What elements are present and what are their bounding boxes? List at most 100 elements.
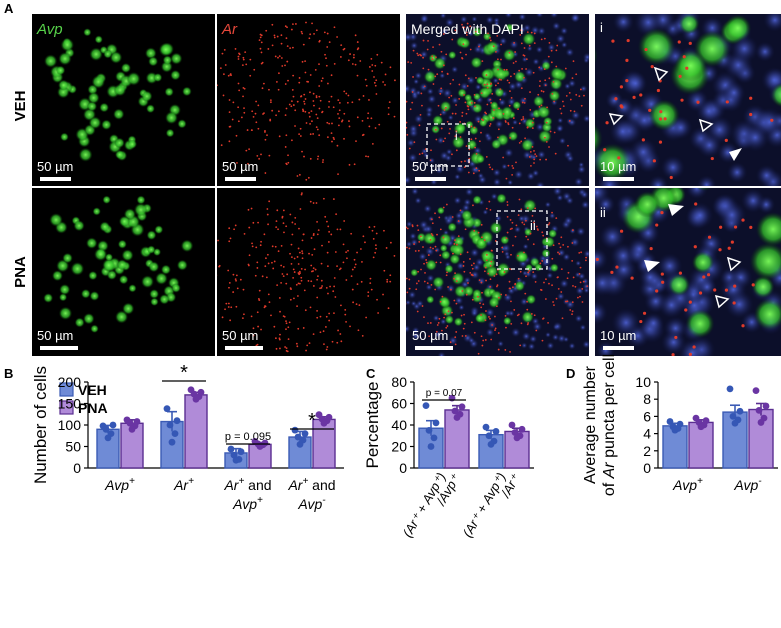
ar-puncta	[423, 262, 425, 265]
dapi-nucleus	[407, 290, 417, 300]
dapi-nucleus	[493, 20, 500, 27]
data-point	[432, 419, 440, 427]
ar-puncta	[554, 152, 557, 155]
avp-cell	[164, 87, 174, 97]
ar-puncta	[285, 322, 288, 325]
avp-cell	[634, 191, 661, 218]
ar-puncta	[384, 84, 386, 86]
ar-puncta	[455, 280, 458, 282]
ar-puncta	[429, 238, 432, 241]
ar-puncta	[441, 295, 444, 298]
ar-puncta	[290, 105, 293, 108]
avp-cell	[525, 294, 537, 305]
ar-puncta	[350, 275, 353, 277]
avp-cell	[470, 56, 483, 69]
ar-puncta	[465, 293, 468, 296]
avp-cell	[595, 46, 598, 65]
ar-puncta	[441, 70, 443, 73]
ar-puncta	[473, 94, 476, 96]
ar-puncta	[248, 148, 251, 151]
ar-puncta	[326, 220, 328, 223]
ar-puncta	[378, 123, 381, 126]
ar-puncta	[364, 241, 366, 244]
ar-puncta	[297, 282, 300, 285]
ar-puncta	[463, 322, 466, 325]
ar-puncta	[291, 233, 294, 236]
ar-puncta	[578, 95, 581, 98]
avp-cell	[485, 40, 500, 55]
dapi-nucleus	[755, 41, 775, 62]
ar-puncta	[545, 158, 547, 161]
dapi-nucleus	[432, 314, 440, 322]
ar-puncta	[751, 283, 755, 287]
ar-puncta	[512, 244, 514, 247]
ar-puncta	[460, 314, 463, 317]
ar-puncta	[320, 262, 323, 265]
dapi-nucleus	[406, 138, 416, 148]
ar-puncta	[320, 80, 323, 82]
ar-puncta	[474, 137, 477, 140]
ar-puncta	[444, 137, 446, 140]
data-point	[301, 430, 309, 437]
ar-puncta	[245, 63, 248, 66]
ar-puncta	[342, 243, 345, 246]
avp-cell	[58, 51, 72, 66]
ar-puncta	[724, 288, 729, 292]
ar-puncta	[418, 240, 421, 243]
data-point	[697, 423, 705, 431]
dapi-nucleus	[556, 292, 565, 301]
dapi-nucleus	[580, 190, 589, 199]
ar-puncta	[440, 127, 443, 130]
ar-puncta	[610, 270, 614, 274]
ar-puncta	[540, 104, 543, 107]
ar-puncta	[507, 164, 510, 167]
ar-puncta	[228, 227, 231, 230]
ar-puncta	[531, 121, 534, 124]
ar-puncta	[464, 101, 467, 104]
ar-puncta	[353, 54, 355, 56]
ar-puncta	[368, 226, 371, 229]
avp-cell	[92, 207, 101, 216]
ar-puncta	[302, 233, 305, 236]
ar-puncta	[275, 226, 278, 229]
avp-cell	[153, 72, 163, 83]
ar-puncta	[243, 111, 246, 114]
ar-puncta	[552, 301, 555, 303]
ar-puncta	[495, 273, 498, 276]
ar-puncta	[488, 200, 491, 203]
avp-cell	[426, 295, 435, 304]
dapi-nucleus	[717, 200, 747, 230]
ar-puncta	[275, 347, 278, 350]
ar-puncta	[688, 352, 692, 356]
ar-puncta	[448, 96, 451, 99]
ar-puncta	[296, 256, 299, 258]
scalebar-label: 10 µm	[600, 328, 636, 343]
ar-puncta	[389, 280, 392, 283]
dapi-nucleus	[565, 47, 575, 57]
avp-cell	[58, 306, 73, 320]
ar-puncta	[520, 208, 523, 211]
dapi-nucleus	[528, 334, 538, 344]
ar-puncta	[725, 100, 729, 104]
avp-cell	[162, 55, 173, 65]
ar-puncta	[533, 32, 536, 35]
ar-puncta	[217, 84, 218, 87]
avp-cell	[155, 272, 168, 285]
ar-puncta	[228, 140, 231, 143]
ar-puncta	[450, 288, 452, 291]
ar-puncta	[526, 31, 529, 34]
ar-puncta	[431, 55, 434, 58]
dapi-nucleus	[439, 14, 447, 19]
ar-puncta	[374, 251, 377, 254]
dapi-nucleus	[535, 14, 544, 19]
avp-cell	[536, 105, 551, 120]
scalebar-label: 50 µm	[412, 159, 448, 174]
ar-puncta	[632, 95, 636, 99]
ar-puncta	[292, 276, 295, 279]
ar-puncta	[532, 271, 535, 274]
ar-puncta	[487, 32, 489, 35]
ar-puncta	[254, 274, 257, 277]
ar-puncta	[227, 302, 230, 305]
legend-swatch-veh	[59, 382, 74, 397]
